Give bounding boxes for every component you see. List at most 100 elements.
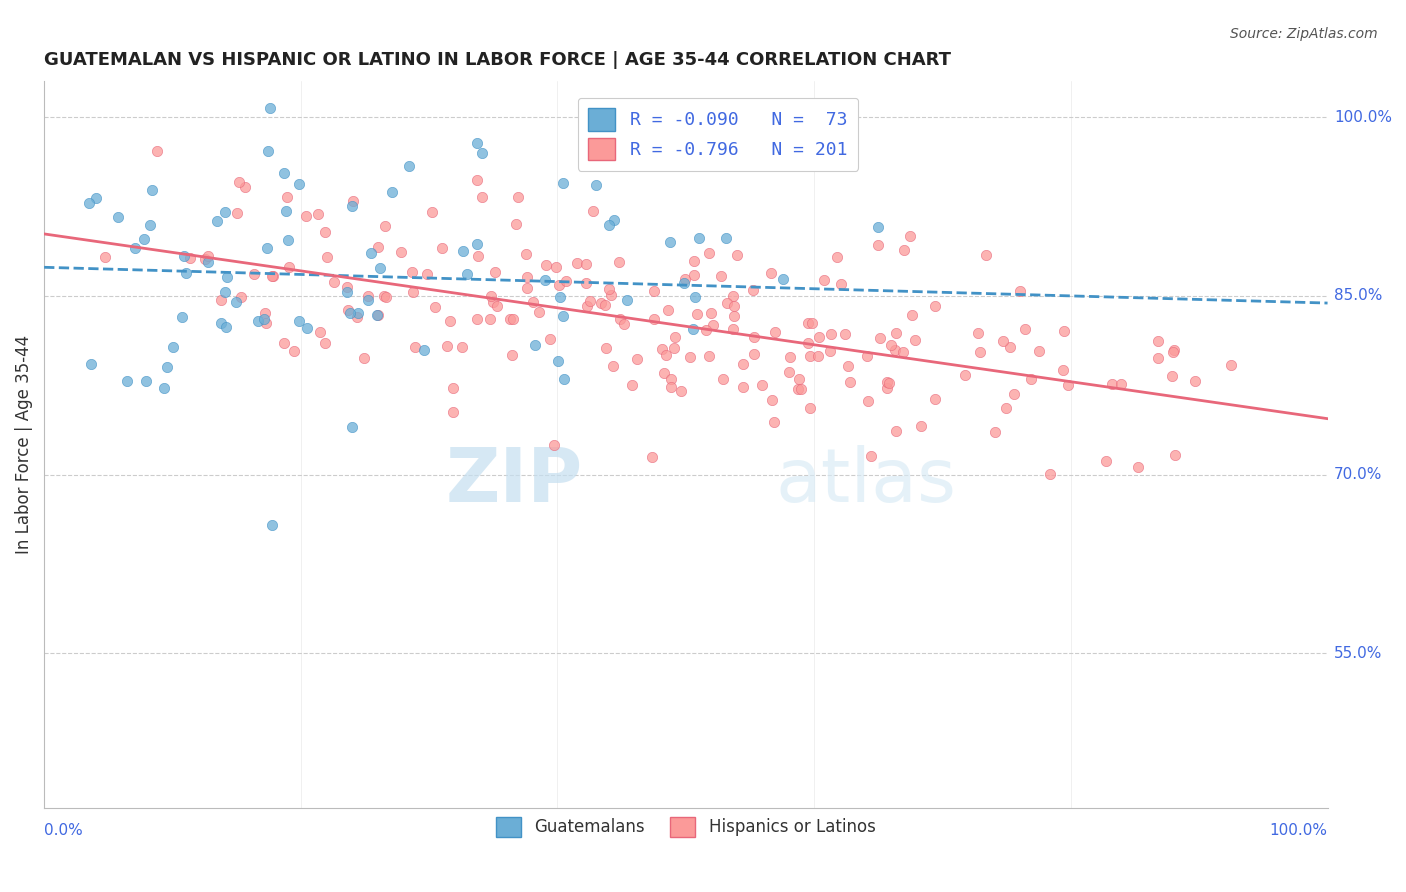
Point <box>288 314 311 328</box>
Point <box>502 311 524 326</box>
Point <box>347 306 370 320</box>
Point <box>893 244 915 258</box>
Point <box>506 190 529 204</box>
Point <box>585 178 607 192</box>
Point <box>876 375 898 389</box>
Point <box>322 275 344 289</box>
Point <box>115 374 138 388</box>
Point <box>830 277 852 291</box>
Point <box>1146 334 1168 349</box>
Point <box>456 267 478 281</box>
Point <box>1052 363 1074 377</box>
Point <box>482 294 505 309</box>
Point <box>772 272 794 286</box>
Point <box>574 257 596 271</box>
Point <box>375 290 398 304</box>
Point <box>565 256 588 270</box>
Point <box>336 280 359 294</box>
Point <box>654 366 676 380</box>
Point <box>80 358 103 372</box>
Point <box>640 450 662 465</box>
Point <box>366 308 388 322</box>
Point <box>402 285 425 299</box>
Point <box>479 289 502 303</box>
Point <box>253 312 276 326</box>
Point <box>682 322 704 336</box>
Point <box>314 336 336 351</box>
Point <box>825 250 848 264</box>
Point <box>643 285 665 299</box>
Y-axis label: In Labor Force | Age 35-44: In Labor Force | Age 35-44 <box>15 335 32 555</box>
Point <box>877 376 900 391</box>
Point <box>465 311 488 326</box>
Point <box>404 340 426 354</box>
Point <box>515 270 537 285</box>
Point <box>880 338 903 352</box>
Point <box>679 351 702 365</box>
Point <box>467 249 489 263</box>
Point <box>820 326 842 341</box>
Point <box>1052 324 1074 338</box>
Point <box>84 191 107 205</box>
Text: atlas: atlas <box>776 445 956 517</box>
Point <box>179 251 201 265</box>
Point <box>613 317 636 331</box>
Point <box>139 218 162 232</box>
Point <box>436 339 458 353</box>
Point <box>1164 448 1187 462</box>
Point <box>465 173 488 187</box>
Point <box>401 264 423 278</box>
Point <box>799 349 821 363</box>
Point <box>837 359 859 374</box>
Point <box>838 375 860 389</box>
Point <box>1000 340 1022 354</box>
Point <box>659 380 682 394</box>
Point <box>342 194 364 208</box>
Point <box>807 330 830 344</box>
Point <box>256 241 278 255</box>
Point <box>621 378 644 392</box>
Text: Source: ZipAtlas.com: Source: ZipAtlas.com <box>1230 27 1378 41</box>
Point <box>600 287 623 301</box>
Point <box>651 342 673 356</box>
Point <box>721 322 744 336</box>
Point <box>1109 376 1132 391</box>
Point <box>283 343 305 358</box>
Point <box>688 231 710 245</box>
Point <box>1126 460 1149 475</box>
Text: GUATEMALAN VS HISPANIC OR LATINO IN LABOR FORCE | AGE 35-44 CORRELATION CHART: GUATEMALAN VS HISPANIC OR LATINO IN LABO… <box>44 51 950 69</box>
Point <box>884 343 907 358</box>
Point <box>486 299 509 313</box>
Point <box>924 299 946 313</box>
Point <box>603 213 626 227</box>
Point <box>262 268 284 283</box>
Point <box>259 101 281 115</box>
Point <box>575 111 598 125</box>
Point <box>551 176 574 190</box>
Point <box>339 306 361 320</box>
Point <box>554 274 576 288</box>
Point <box>868 219 890 234</box>
Point <box>576 299 599 313</box>
Point <box>744 347 766 361</box>
Point <box>860 449 883 463</box>
Point <box>813 273 835 287</box>
Point <box>197 254 219 268</box>
Point <box>1002 387 1025 401</box>
Point <box>924 392 946 406</box>
Point <box>197 249 219 263</box>
Point <box>953 368 976 382</box>
Point <box>357 293 380 308</box>
Point <box>107 210 129 224</box>
Point <box>901 308 924 322</box>
Point <box>77 195 100 210</box>
Point <box>243 267 266 281</box>
Point <box>194 252 217 267</box>
Point <box>1163 343 1185 357</box>
Point <box>162 340 184 354</box>
Point <box>856 349 879 363</box>
Point <box>551 309 574 323</box>
Point <box>974 248 997 262</box>
Point <box>505 217 527 231</box>
Point <box>156 360 179 375</box>
